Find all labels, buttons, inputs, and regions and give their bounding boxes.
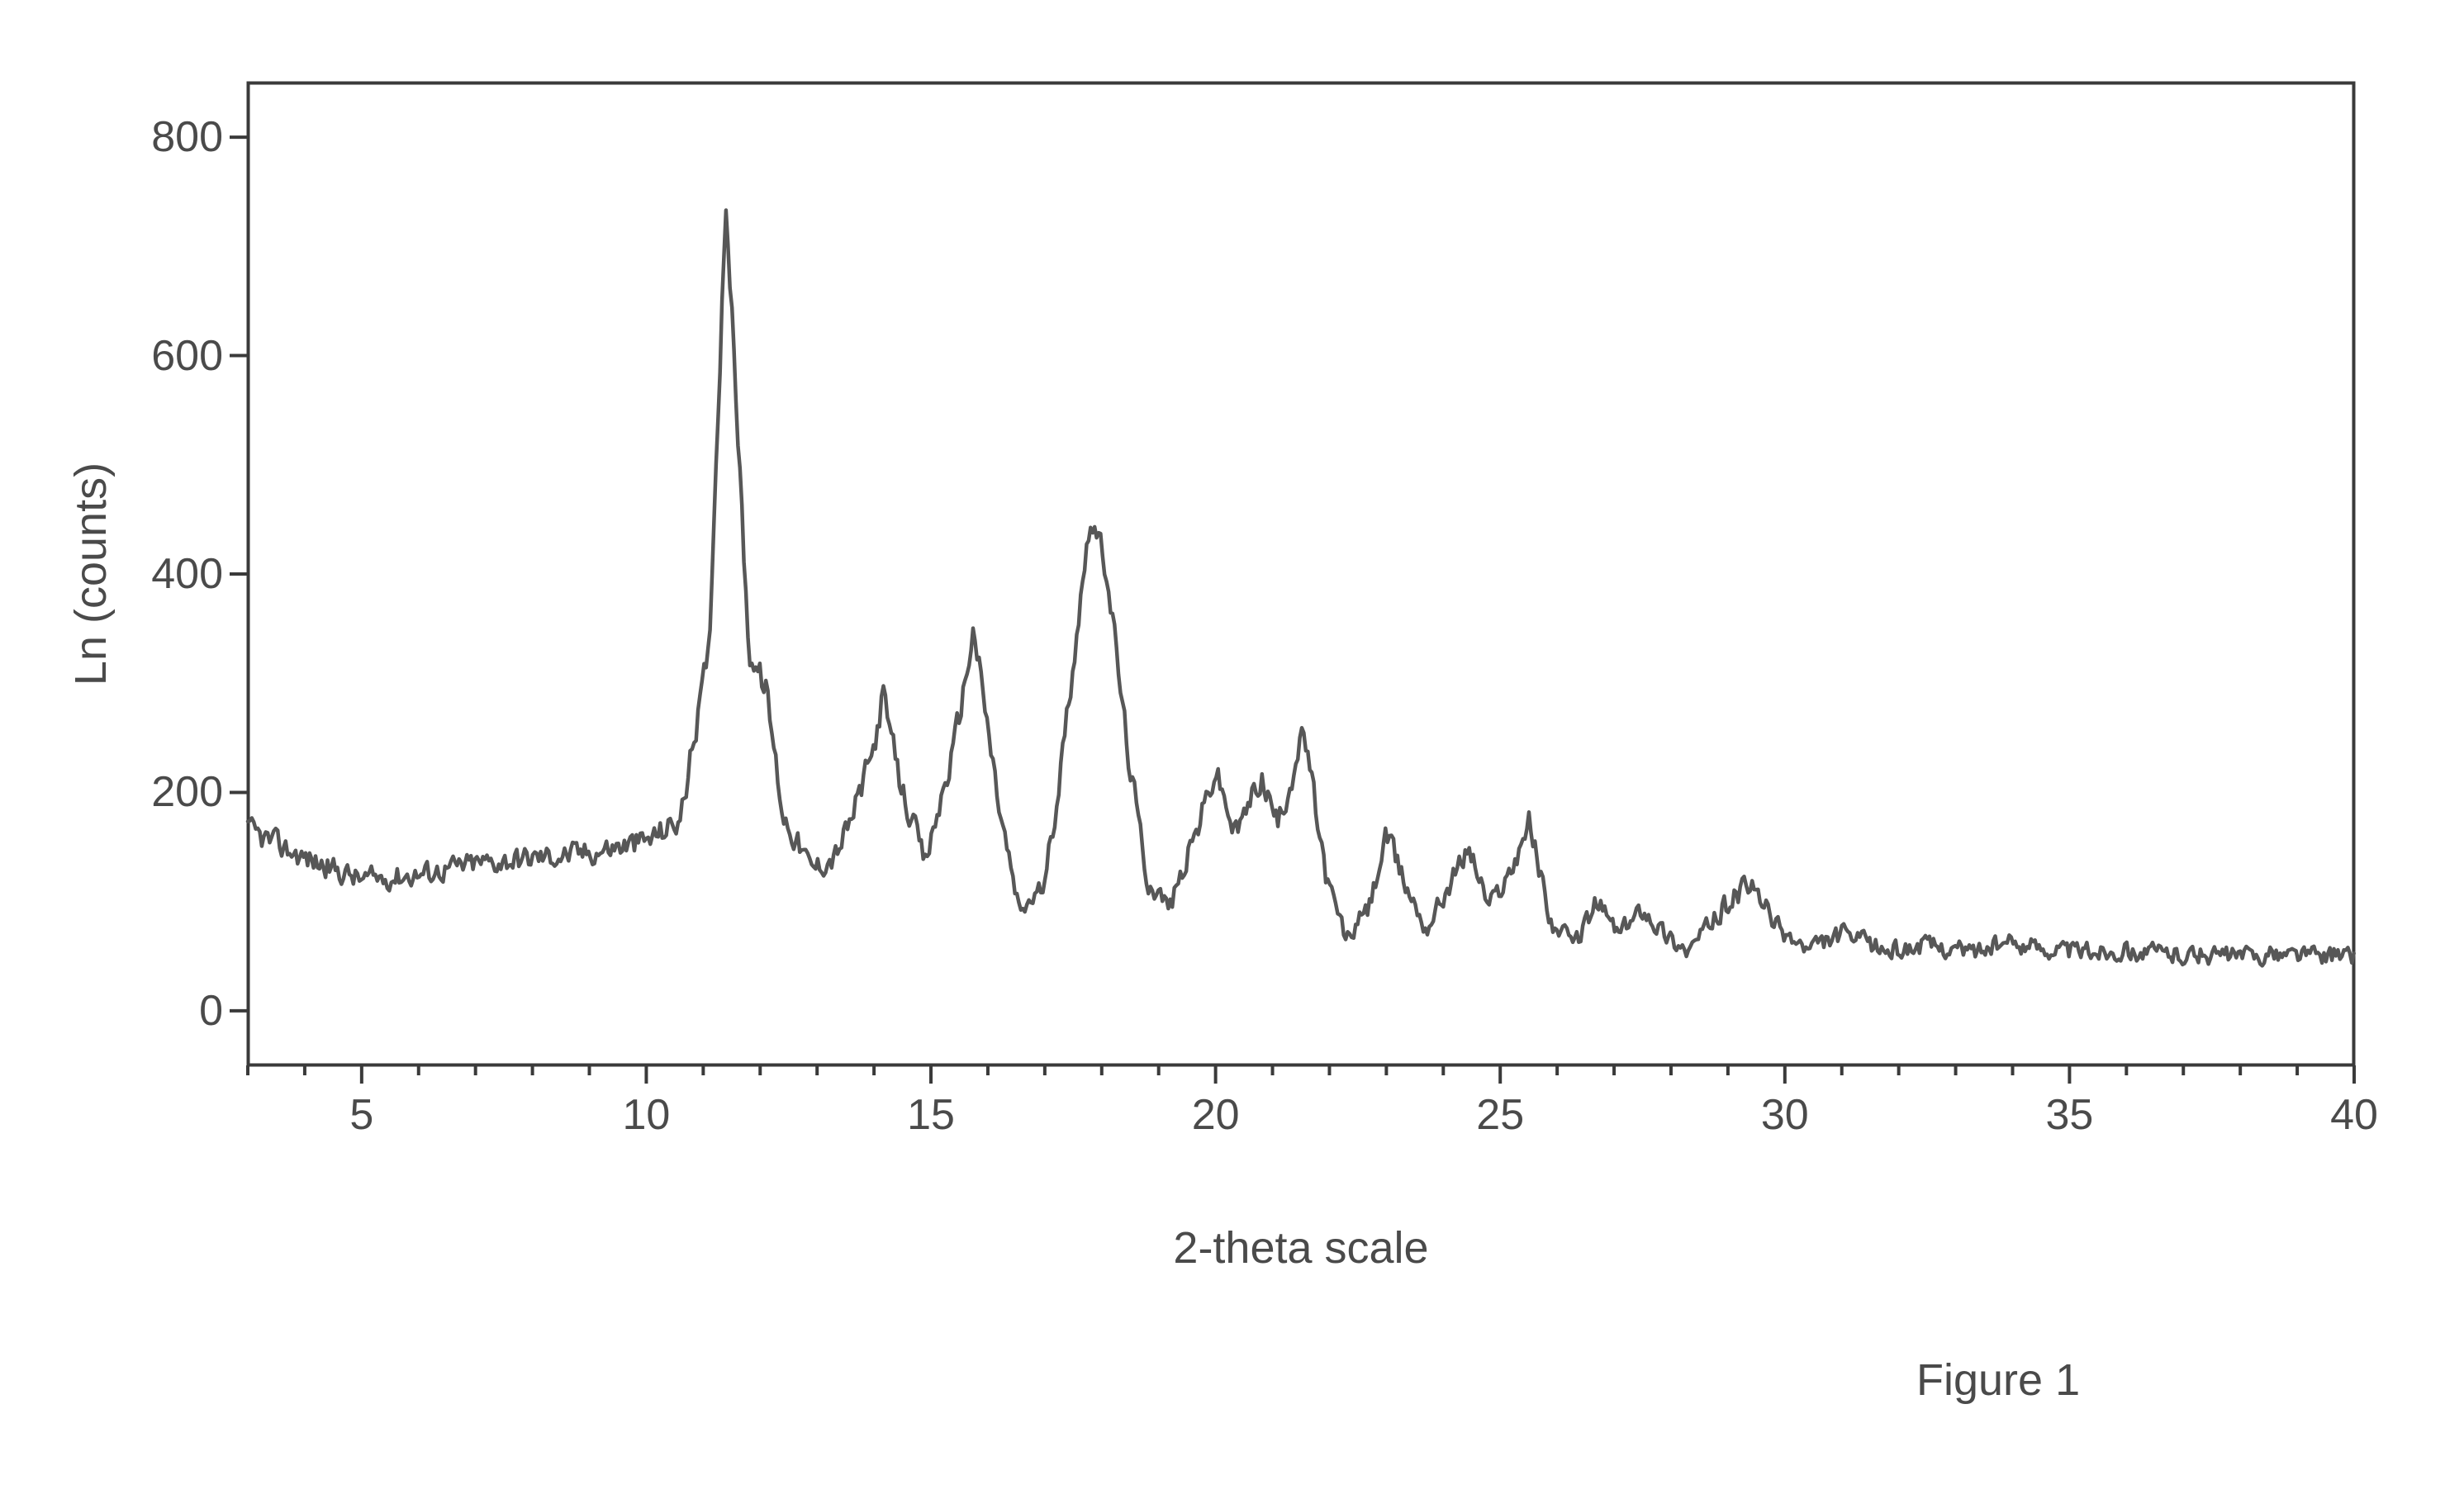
x-tick-label: 20 bbox=[1192, 1090, 1240, 1140]
x-tick-label: 5 bbox=[349, 1090, 373, 1140]
y-tick-label: 400 bbox=[132, 549, 223, 599]
figure: Ln (counts) 2-theta scale Figure 1 5 10 15… bbox=[0, 0, 2464, 1499]
x-tick-label: 25 bbox=[1476, 1090, 1524, 1140]
xrd-pattern-chart bbox=[248, 83, 2354, 1065]
figure-caption: Figure 1 bbox=[1916, 1354, 2080, 1406]
x-tick-label: 30 bbox=[1761, 1090, 1809, 1140]
x-tick-label: 10 bbox=[623, 1090, 671, 1140]
x-axis-label: 2-theta scale bbox=[1173, 1222, 1428, 1274]
y-tick-label: 800 bbox=[132, 112, 223, 162]
y-tick-label: 600 bbox=[132, 331, 223, 381]
x-tick-label: 35 bbox=[2045, 1090, 2093, 1140]
y-tick-label: 200 bbox=[132, 767, 223, 817]
x-tick-label: 15 bbox=[907, 1090, 955, 1140]
y-tick-label: 0 bbox=[132, 986, 223, 1036]
x-tick-label: 40 bbox=[2330, 1090, 2378, 1140]
y-axis-label: Ln (counts) bbox=[65, 463, 116, 685]
